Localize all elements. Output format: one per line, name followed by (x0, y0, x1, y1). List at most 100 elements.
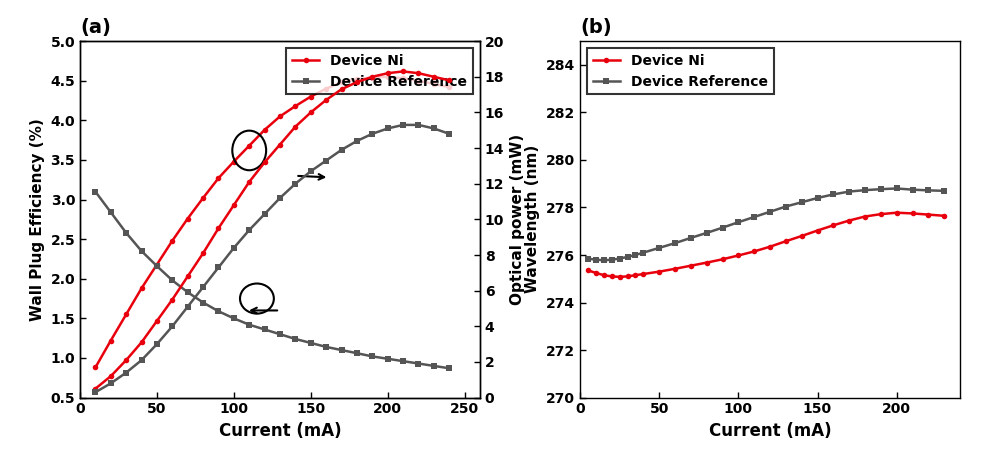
Device Reference (366, 354, 378, 359)
Device Reference (875, 186, 887, 192)
Device Ni (796, 233, 808, 239)
Device Ni (89, 365, 101, 370)
Device Reference (598, 257, 610, 263)
Line: Device Ni: Device Ni (585, 210, 947, 280)
Device Ni (336, 80, 348, 85)
Device Ni (289, 103, 301, 109)
Device Reference (938, 188, 950, 194)
Device Ni (938, 213, 950, 218)
Device Reference (685, 235, 697, 241)
Device Ni (653, 269, 665, 274)
Device Reference (622, 254, 634, 260)
Device Reference (382, 356, 394, 361)
Device Ni (685, 263, 697, 268)
Device Reference (922, 188, 934, 193)
Device Ni (151, 262, 163, 267)
X-axis label: Current (mA): Current (mA) (219, 422, 341, 440)
Device Reference (629, 252, 641, 258)
Device Reference (590, 257, 602, 262)
Device Reference (197, 300, 209, 305)
Device Ni (906, 211, 918, 216)
Device Ni (443, 85, 455, 90)
Device Reference (614, 256, 626, 261)
Device Reference (582, 256, 594, 261)
Device Reference (443, 366, 455, 371)
Device Reference (859, 187, 871, 193)
Device Ni (716, 256, 728, 262)
Line: Device Reference: Device Reference (585, 186, 947, 263)
Device Reference (653, 245, 665, 250)
Text: (b): (b) (580, 18, 612, 37)
Device Ni (622, 274, 634, 279)
Device Ni (136, 286, 148, 291)
Device Reference (105, 209, 117, 215)
Device Ni (590, 270, 602, 276)
Device Ni (875, 212, 887, 217)
Device Ni (412, 78, 424, 84)
Device Ni (582, 268, 594, 273)
Device Reference (812, 195, 824, 201)
Device Reference (259, 327, 271, 332)
Y-axis label: Optical power (mW): Optical power (mW) (510, 134, 525, 305)
Device Reference (166, 277, 178, 283)
Device Ni (748, 249, 760, 254)
Device Reference (748, 214, 760, 220)
Device Ni (182, 216, 194, 221)
Device Ni (891, 210, 903, 215)
Device Reference (701, 230, 713, 236)
Device Reference (89, 189, 101, 194)
Device Reference (336, 347, 348, 353)
Device Reference (843, 189, 855, 194)
Device Reference (637, 250, 649, 255)
Device Ni (669, 266, 681, 271)
Device Reference (891, 186, 903, 191)
Device Reference (780, 204, 792, 209)
Device Ni (259, 127, 271, 133)
Device Ni (428, 81, 440, 87)
Device Reference (120, 230, 132, 235)
Device Ni (732, 253, 744, 258)
Device Reference (320, 344, 332, 350)
Device Ni (598, 272, 610, 278)
Device Reference (412, 361, 424, 366)
Device Ni (764, 244, 776, 250)
Device Ni (105, 338, 117, 343)
Device Reference (136, 248, 148, 254)
Device Ni (166, 238, 178, 244)
Device Reference (212, 308, 224, 314)
Legend: Device Ni, Device Reference: Device Ni, Device Reference (286, 48, 473, 94)
Device Ni (827, 223, 839, 228)
Device Ni (274, 114, 286, 119)
Device Ni (120, 312, 132, 317)
Device Reference (428, 363, 440, 369)
Device Reference (243, 322, 255, 328)
Device Reference (351, 351, 363, 356)
Device Ni (637, 271, 649, 277)
Device Reference (151, 263, 163, 269)
Device Ni (382, 74, 394, 80)
Device Reference (906, 187, 918, 192)
Device Reference (289, 336, 301, 342)
Device Reference (606, 257, 618, 262)
Device Ni (212, 175, 224, 181)
Device Reference (228, 316, 240, 321)
Device Reference (397, 358, 409, 364)
Device Ni (351, 76, 363, 82)
Device Reference (182, 289, 194, 295)
Line: Device Reference: Device Reference (93, 189, 452, 371)
Device Ni (812, 228, 824, 233)
Device Reference (274, 331, 286, 337)
Device Ni (320, 86, 332, 91)
Legend: Device Ni, Device Reference: Device Ni, Device Reference (587, 48, 774, 94)
Device Ni (243, 143, 255, 149)
Device Reference (305, 340, 317, 345)
Device Ni (614, 274, 626, 280)
Device Ni (397, 75, 409, 81)
Device Ni (701, 260, 713, 266)
Device Ni (606, 274, 618, 279)
Device Reference (669, 240, 681, 246)
Device Reference (764, 209, 776, 214)
Device Ni (305, 94, 317, 99)
Device Ni (859, 214, 871, 219)
Y-axis label: Wavelength (nm): Wavelength (nm) (525, 145, 540, 293)
